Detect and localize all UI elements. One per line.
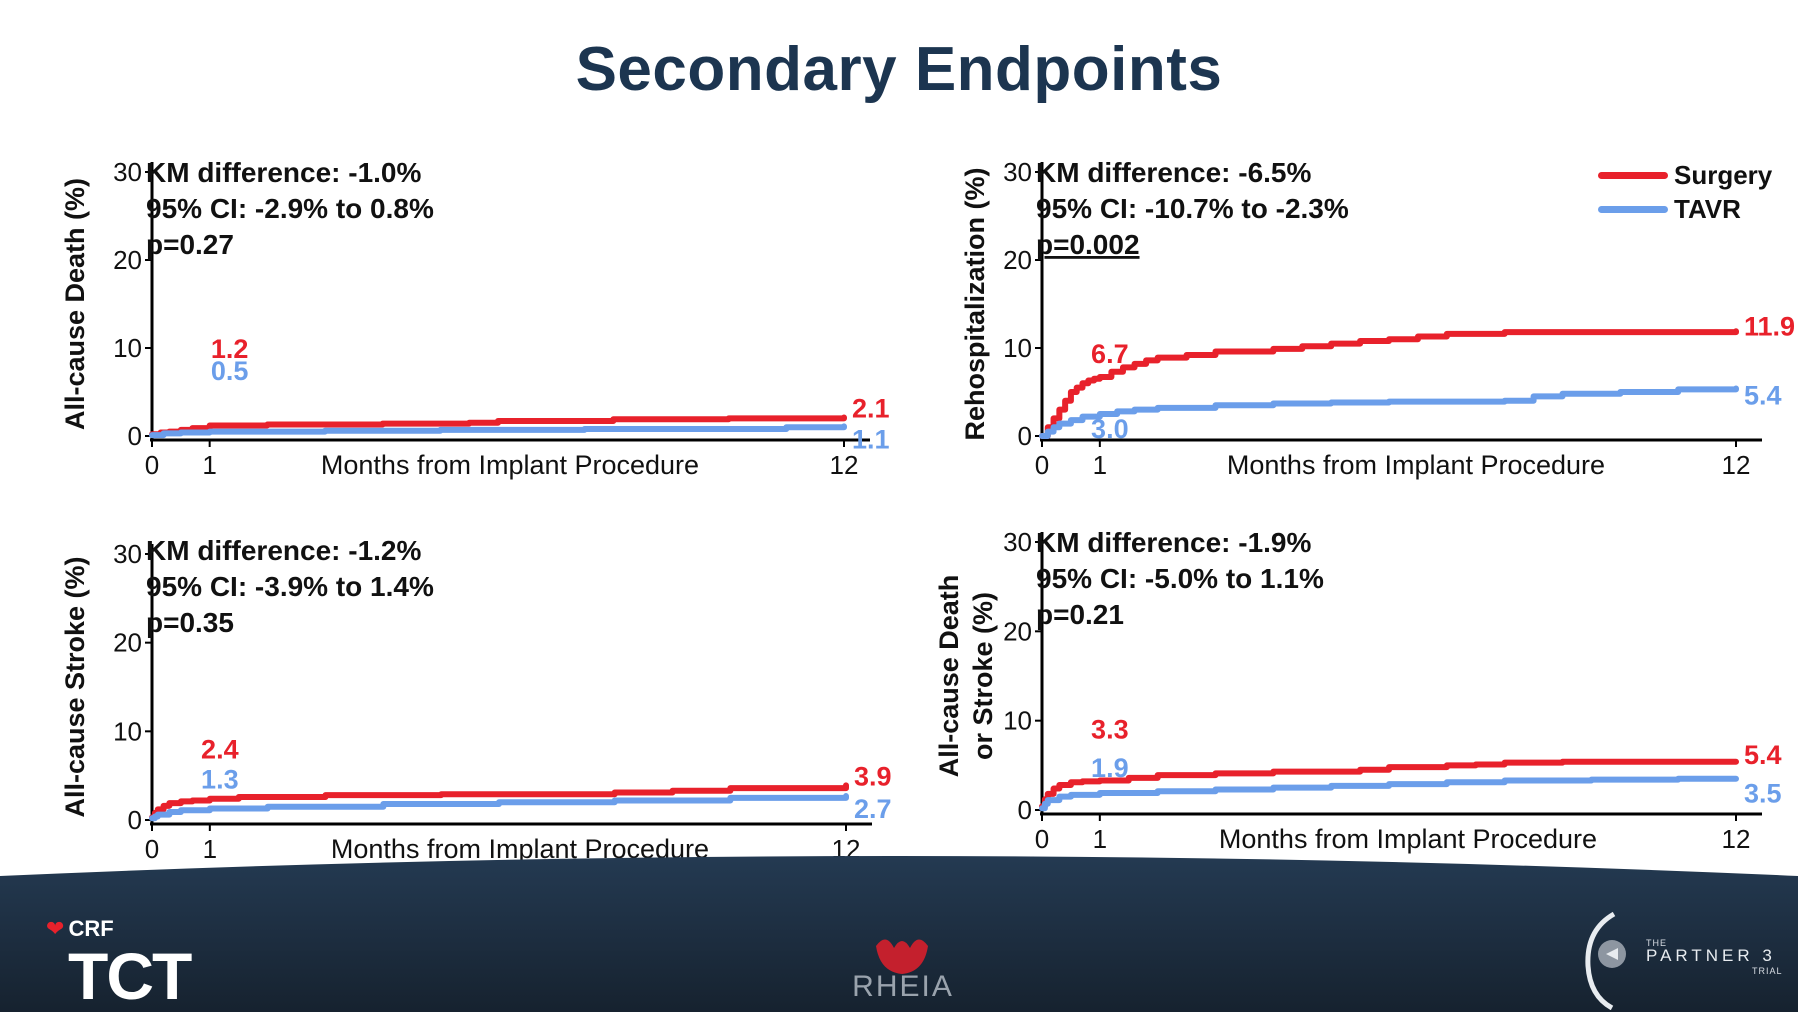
y-tick-label: 30 — [113, 539, 142, 569]
y-tick-label: 20 — [113, 628, 142, 658]
x-tick-label: 1 — [202, 450, 216, 480]
heart-icon: ❤ — [46, 916, 65, 941]
y-tick-label: 10 — [1003, 706, 1032, 736]
y-tick-label: 10 — [1003, 333, 1032, 363]
y-tick-label: 0 — [128, 421, 142, 451]
x-tick-label: 0 — [1035, 824, 1049, 854]
stats-line: KM difference: -1.9% — [1036, 527, 1311, 558]
series-line-tavr — [1039, 385, 1739, 439]
callout-surgery: 1.2 — [211, 334, 249, 364]
stats-line: p=0.27 — [146, 229, 234, 260]
legend-swatch-surgery — [1598, 171, 1668, 179]
series-line-surgery — [149, 782, 849, 821]
y-tick-label: 10 — [113, 716, 142, 746]
callout-tavr: 0.5 — [211, 356, 249, 386]
callout-tavr: 2.7 — [854, 794, 892, 824]
stats-line: p=0.002 — [1036, 229, 1140, 260]
partner-the-label: THE — [1646, 938, 1667, 948]
y-tick-label: 30 — [1003, 527, 1032, 557]
callout-surgery: 5.4 — [1744, 740, 1782, 770]
footer-band-shape — [0, 856, 1798, 1012]
crf-logo: ❤ CRF — [46, 916, 114, 942]
partner-valve-icon — [1585, 911, 1626, 1010]
chart-svg: 0 10 20 30 0 1 12 Months from Implant Procedure… — [934, 527, 1782, 854]
y-axis-label: Rehospitalization (%) — [960, 167, 990, 440]
chart-all-cause-stroke: 0 10 20 30 0 1 12 Months from Implant Procedure… — [40, 520, 892, 864]
chart-legend: Surgery TAVR — [1598, 158, 1772, 226]
callout-tavr: 1.1 — [852, 424, 890, 454]
series-line-tavr — [1039, 775, 1739, 812]
y-tick-label: 30 — [1003, 157, 1032, 187]
chart-all-cause-death: 0 10 20 30 0 1 12 Months from Implant Procedure… — [40, 140, 890, 500]
legend-item-surgery: Surgery — [1598, 158, 1772, 192]
callout-surgery: 6.7 — [1091, 339, 1129, 369]
y-tick-label: 0 — [1018, 421, 1032, 451]
y-tick-label: 20 — [1003, 245, 1032, 275]
x-axis-label: Months from Implant Procedure — [1219, 824, 1597, 854]
stats-line: p=0.21 — [1036, 599, 1124, 630]
chart-death-or-stroke: 0 10 20 30 0 1 12 Months from Implant Procedure… — [930, 510, 1782, 854]
stats-line: 95% CI: -10.7% to -2.3% — [1036, 193, 1349, 224]
y-tick-label: 20 — [1003, 616, 1032, 646]
partner-name-label: PARTNER 3 — [1646, 946, 1776, 965]
y-axis-label: All-cause Stroke (%) — [60, 556, 90, 817]
rheia-logo-text: RHEIA — [852, 970, 954, 1003]
legend-swatch-tavr — [1598, 205, 1668, 213]
x-tick-label: 1 — [1093, 824, 1107, 854]
callout-tavr: 1.9 — [1091, 753, 1129, 783]
rheia-crown-icon — [876, 939, 928, 974]
callout-surgery: 3.3 — [1091, 715, 1129, 745]
x-tick-label: 0 — [145, 834, 159, 864]
legend-item-tavr: TAVR — [1598, 192, 1772, 226]
y-tick-label: 20 — [113, 245, 142, 275]
x-axis-label: Months from Implant Procedure — [1227, 450, 1605, 480]
chart-svg: 0 10 20 30 0 1 12 Months from Implant Procedure… — [60, 157, 890, 480]
x-tick-label: 1 — [1093, 450, 1107, 480]
stats-line: KM difference: -6.5% — [1036, 157, 1311, 188]
callout-tavr: 3.0 — [1091, 414, 1129, 444]
tct-logo: TCT — [68, 939, 192, 1013]
x-tick-label: 12 — [830, 450, 859, 480]
stats-line: 95% CI: -3.9% to 1.4% — [146, 571, 434, 602]
x-axis-label: Months from Implant Procedure — [321, 450, 699, 480]
y-tick-label: 0 — [128, 805, 142, 835]
stats-line: 95% CI: -2.9% to 0.8% — [146, 193, 434, 224]
crf-label: CRF — [68, 916, 114, 941]
x-tick-label: 12 — [1722, 824, 1751, 854]
series-line-surgery — [1039, 758, 1739, 810]
y-axis-label: All-cause Death — [934, 575, 964, 778]
y-tick-label: 10 — [113, 333, 142, 363]
stats-line: KM difference: -1.0% — [146, 157, 421, 188]
callout-tavr: 1.3 — [201, 764, 239, 794]
series-line-tavr — [149, 423, 847, 439]
y-axis-label: or Stroke (%) — [968, 592, 998, 760]
footer-band — [0, 846, 1798, 1012]
chart-rehospitalization: 0 10 20 30 0 1 12 Months from Implant Procedure… — [930, 140, 1795, 500]
stats-line: KM difference: -1.2% — [146, 535, 421, 566]
x-tick-label: 12 — [1722, 450, 1751, 480]
callout-surgery: 3.9 — [854, 761, 892, 791]
callout-surgery: 2.1 — [852, 394, 890, 424]
callout-tavr: 3.5 — [1744, 779, 1782, 809]
series-line-tavr — [149, 793, 849, 822]
legend-label-surgery: Surgery — [1674, 159, 1773, 190]
y-axis-label: All-cause Death (%) — [60, 178, 90, 430]
stats-line: 95% CI: -5.0% to 1.1% — [1036, 563, 1324, 594]
stats-line: p=0.35 — [146, 607, 234, 638]
callout-surgery: 2.4 — [201, 735, 239, 765]
callout-surgery: 11.9 — [1744, 311, 1795, 341]
series-line-surgery — [1039, 328, 1739, 439]
x-tick-label: 0 — [1035, 450, 1049, 480]
partner-trial-label: TRIAL — [1752, 966, 1783, 976]
y-tick-label: 30 — [113, 157, 142, 187]
y-tick-label: 0 — [1018, 795, 1032, 825]
legend-label-tavr: TAVR — [1674, 193, 1741, 224]
x-tick-label: 0 — [145, 450, 159, 480]
x-tick-label: 1 — [203, 834, 217, 864]
slide-title: Secondary Endpoints — [575, 35, 1223, 104]
callout-tavr: 5.4 — [1744, 380, 1782, 410]
chart-svg: 0 10 20 30 0 1 12 Months from Implant Procedure… — [960, 157, 1795, 480]
